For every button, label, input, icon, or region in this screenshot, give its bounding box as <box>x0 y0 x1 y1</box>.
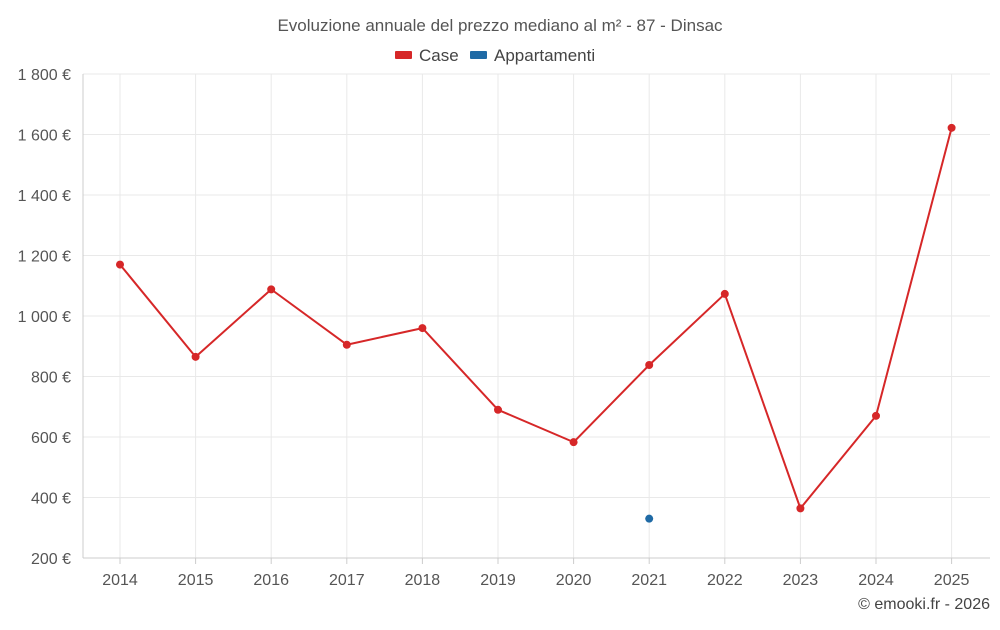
y-tick-label: 600 € <box>31 430 71 447</box>
x-tick-label: 2020 <box>556 572 592 589</box>
y-tick-label: 200 € <box>31 551 71 568</box>
series-line-case <box>119 127 953 510</box>
chart-title: Evoluzione annuale del prezzo mediano al… <box>277 16 723 35</box>
x-tick-label: 2022 <box>707 572 743 589</box>
data-point-case-2024[interactable] <box>872 411 880 420</box>
legend-item-case[interactable]: Case <box>395 46 459 65</box>
x-tick-label: 2014 <box>102 572 138 589</box>
y-tick-label: 1 600 € <box>18 128 71 145</box>
data-point-case-2020[interactable] <box>569 438 578 447</box>
legend-label-appartamenti: Appartamenti <box>494 46 595 65</box>
credit-text: © emooki.fr - 2026 <box>858 596 990 613</box>
x-tick-label: 2019 <box>480 572 516 589</box>
data-point-case-2023[interactable] <box>796 504 805 513</box>
data-point-case-2015[interactable] <box>191 352 200 361</box>
data-point-case-2021[interactable] <box>645 361 654 370</box>
data-point-appartamenti-2021[interactable] <box>645 514 654 523</box>
x-tick-label: 2016 <box>253 572 289 589</box>
legend-label-case: Case <box>419 46 459 65</box>
x-tick-label: 2018 <box>405 572 441 589</box>
x-tick-label: 2025 <box>934 572 970 589</box>
y-tick-label: 400 € <box>31 491 71 508</box>
y-tick-label: 800 € <box>31 370 71 387</box>
x-tick-label: 2017 <box>329 572 365 589</box>
x-tick-label: 2015 <box>178 572 214 589</box>
x-tick-label: 2021 <box>631 572 667 589</box>
y-tick-label: 1 400 € <box>18 188 71 205</box>
data-point-case-2019[interactable] <box>494 405 502 414</box>
axes: 200 € 400 € 600 € 800 € 1 000 € 1 200 € 1 400 … <box>18 67 990 589</box>
legend-item-appartamenti[interactable]: Appartamenti <box>470 46 595 65</box>
data-point-case-2017[interactable] <box>342 340 351 349</box>
data-point-case-2025[interactable] <box>947 123 956 132</box>
y-tick-label: 1 800 € <box>18 67 71 84</box>
x-tick-label: 2024 <box>858 572 894 589</box>
series <box>116 123 956 523</box>
data-point-case-2016[interactable] <box>267 285 276 294</box>
y-tick-label: 1 200 € <box>18 249 71 266</box>
legend[interactable]: Case Appartamenti <box>395 46 595 65</box>
data-point-case-2018[interactable] <box>418 324 427 333</box>
grid <box>83 73 990 559</box>
legend-swatch-case <box>395 51 412 59</box>
x-tick-label: 2023 <box>783 572 819 589</box>
data-point-case-2022[interactable] <box>720 289 729 298</box>
data-point-case-2014[interactable] <box>116 260 124 269</box>
y-tick-label: 1 000 € <box>18 309 71 326</box>
legend-swatch-appartamenti <box>470 51 487 59</box>
